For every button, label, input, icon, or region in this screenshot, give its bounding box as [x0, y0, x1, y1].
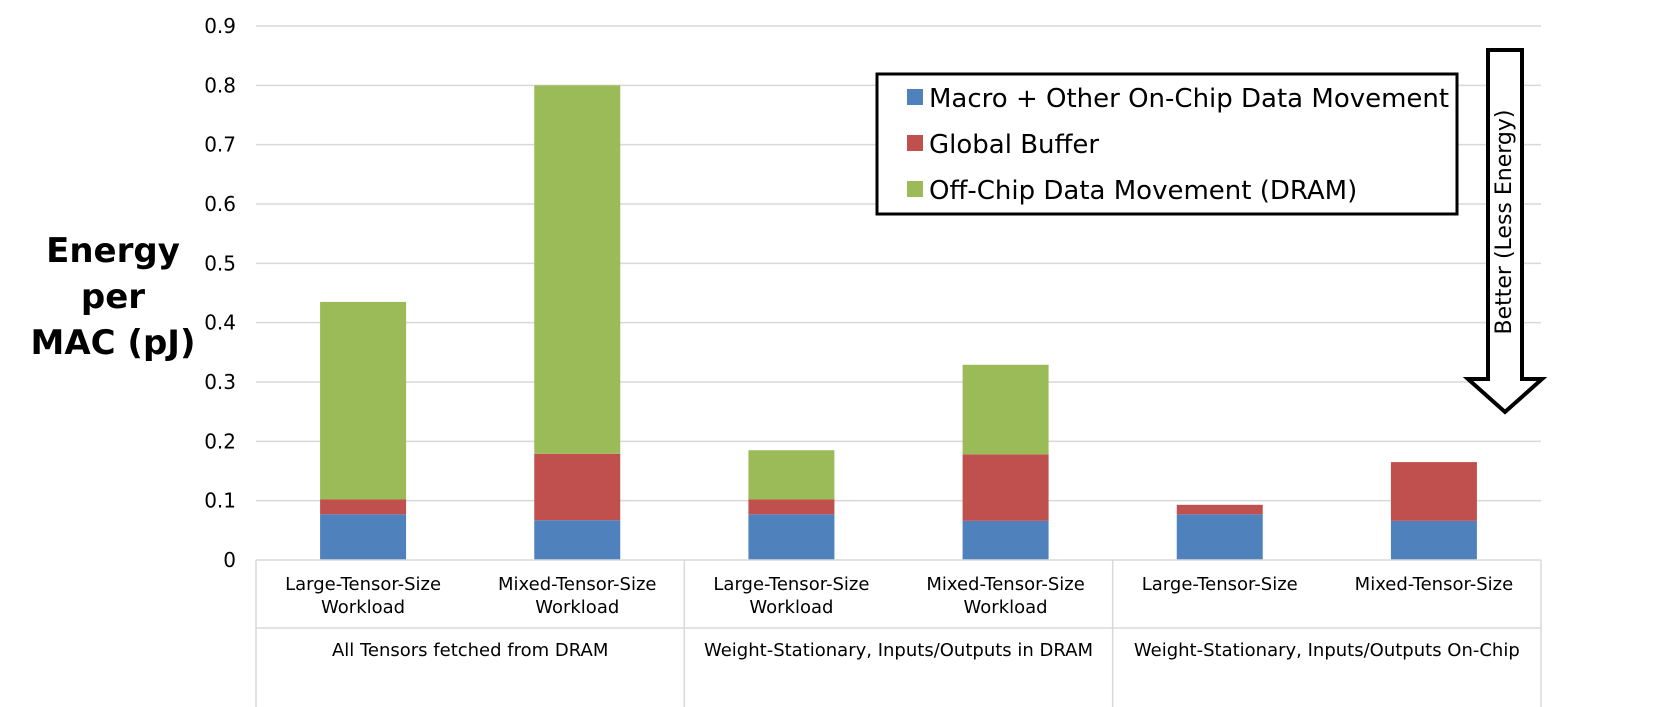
y-tick-label: 0.5: [204, 251, 236, 275]
y-tick-label: 0.6: [204, 192, 236, 216]
y-tick-label: 0.7: [204, 133, 236, 157]
bar-segment: [962, 520, 1049, 560]
bar-segment: [320, 301, 407, 500]
y-tick-label: 0.8: [204, 73, 236, 97]
legend-swatch: [907, 135, 923, 151]
y-axis-label-line: per: [81, 277, 145, 317]
y-axis-label-line: Energy: [46, 231, 180, 271]
category-label: Workload: [964, 597, 1048, 618]
better-arrow: Better (Less Energy): [1462, 48, 1548, 415]
category-label: Mixed-Tensor-Size: [1355, 574, 1513, 595]
y-tick-label: 0.3: [204, 370, 236, 394]
category-label: Mixed-Tensor-Size: [926, 574, 1084, 595]
category-label: Large-Tensor-Size: [1142, 574, 1298, 595]
bar-segment: [1176, 514, 1263, 560]
bar-segment: [962, 364, 1049, 455]
category-label: Workload: [749, 597, 833, 618]
y-tick-label: 0: [223, 548, 236, 572]
legend-label: Off-Chip Data Movement (DRAM): [929, 176, 1357, 206]
y-tick-label: 0.9: [204, 14, 236, 38]
group-label: Weight-Stationary, Inputs/Outputs in DRA…: [704, 640, 1093, 661]
bar-segment: [534, 520, 621, 560]
category-label: Large-Tensor-Size: [713, 574, 869, 595]
bar-segment: [748, 514, 835, 560]
bar-segment: [534, 453, 621, 521]
legend: Macro + Other On-Chip Data Movement Globa…: [875, 72, 1459, 216]
bar-segment: [1176, 504, 1263, 515]
bar-segment: [1390, 520, 1477, 560]
y-axis-label-line: MAC (pJ): [30, 323, 195, 363]
category-label: Mixed-Tensor-Size: [498, 574, 656, 595]
y-tick-label: 0.4: [204, 311, 236, 335]
legend-swatch: [907, 89, 923, 105]
legend-label: Global Buffer: [929, 130, 1099, 160]
y-axis-ticks: 0 0.1 0.2 0.3 0.4 0.5 0.6 0.7 0.8 0.9: [204, 14, 236, 572]
bars: [320, 85, 1477, 560]
category-label: Workload: [321, 597, 405, 618]
legend-label: Macro + Other On-Chip Data Movement: [929, 84, 1449, 114]
category-label: Large-Tensor-Size: [285, 574, 441, 595]
legend-box: [875, 72, 1459, 216]
bar-segment: [534, 85, 621, 454]
bar-segment: [320, 514, 407, 560]
y-axis-label: Energy per MAC (pJ): [30, 231, 195, 363]
bar-segment: [1390, 462, 1477, 521]
bar-segment: [748, 450, 835, 500]
bar-segment: [320, 499, 407, 515]
group-label: Weight-Stationary, Inputs/Outputs On-Chi…: [1134, 640, 1520, 661]
y-tick-label: 0.1: [204, 489, 236, 513]
group-label: All Tensors fetched from DRAM: [332, 640, 608, 661]
arrow-annotation: Better (Less Energy): [1492, 110, 1517, 335]
category-label: Workload: [535, 597, 619, 618]
arrow-shape: [1462, 48, 1548, 415]
bar-segment: [962, 454, 1049, 521]
legend-swatch: [907, 181, 923, 197]
y-tick-label: 0.2: [204, 429, 236, 453]
bar-segment: [748, 499, 835, 515]
category-axis: Large-Tensor-SizeWorkloadMixed-Tensor-Si…: [255, 559, 1542, 707]
